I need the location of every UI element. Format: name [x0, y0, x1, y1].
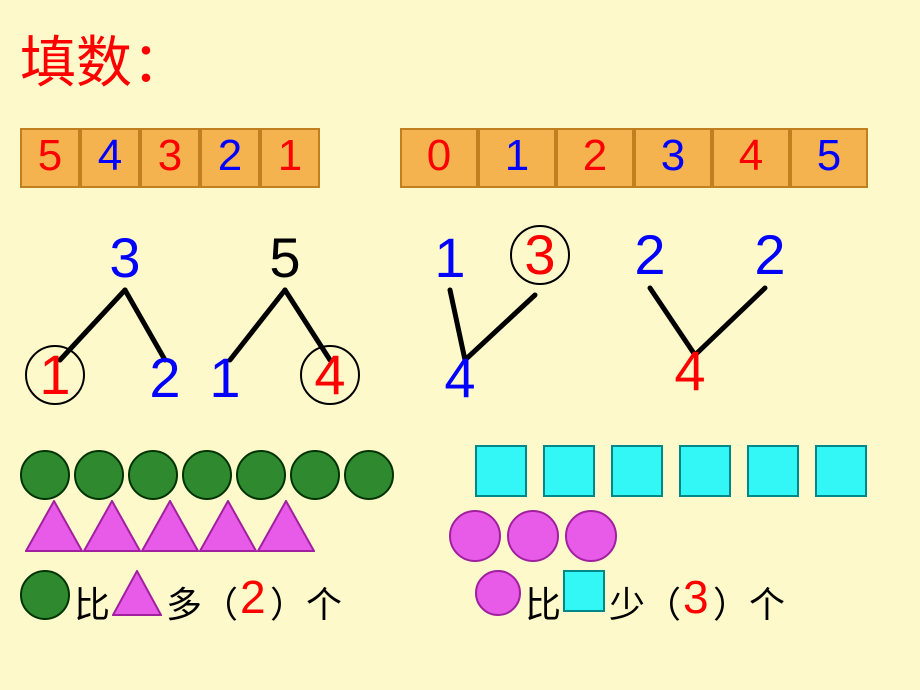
bond-3-bot: 4 [660, 338, 720, 403]
grid-right-cell-3: 3 [634, 128, 712, 188]
cmp-left-row1-1 [74, 450, 124, 500]
cmp-left-row1-6 [344, 450, 394, 500]
cmp-left-row1-2 [128, 450, 178, 500]
bond-2-bot: 4 [430, 345, 490, 410]
cmp-left-sentence-answer: 2 [240, 570, 266, 624]
cmp-right-sentence-answer: 3 [683, 570, 709, 624]
bond-2-tr: 3 [510, 225, 570, 285]
grid-left-cell-1: 4 [80, 128, 140, 188]
bond-3-tl: 2 [620, 222, 680, 287]
cmp-right-row2-0 [449, 510, 501, 562]
grid-right-cell-4: 4 [712, 128, 790, 188]
cmp-left-row1-4 [236, 450, 286, 500]
cmp-right-row2-1 [507, 510, 559, 562]
cmp-left-sentence-text-3: 多（ [166, 576, 238, 628]
cmp-right-row1-3 [679, 445, 731, 497]
cmp-left-row2-1 [83, 500, 141, 552]
bond-0-top: 3 [95, 225, 155, 290]
grid-left-cell-0: 5 [20, 128, 80, 188]
page-title: 填数： [20, 18, 188, 99]
grid-right-cell-2: 2 [556, 128, 634, 188]
bond-0-left: 1 [25, 345, 85, 405]
cmp-left-sentence-text-5: ）个 [270, 576, 342, 628]
cmp-right-sentence-text-3: 少（ [609, 576, 681, 628]
cmp-right-sentence-text-5: ）个 [713, 576, 785, 628]
cmp-right-sentence-shape-0 [475, 570, 521, 616]
grid-right-cell-1: 1 [478, 128, 556, 188]
cmp-left-sentence-shape-0 [20, 570, 70, 620]
cmp-right-row1-2 [611, 445, 663, 497]
cmp-right-row1-4 [747, 445, 799, 497]
slide-stage: 填数：54321012345312514134224比多（2）个比少（3）个 [0, 0, 920, 690]
cmp-right-row1-5 [815, 445, 867, 497]
cmp-left-row2-0 [25, 500, 83, 552]
cmp-left-row2-3 [199, 500, 257, 552]
grid-right-cell-0: 0 [400, 128, 478, 188]
bond-1-right: 4 [300, 345, 360, 405]
cmp-left-row1-3 [182, 450, 232, 500]
bond-1-left: 1 [195, 345, 255, 410]
cmp-left-row2-4 [257, 500, 315, 552]
grid-right-cell-5: 5 [790, 128, 868, 188]
cmp-right-sentence-shape-2 [563, 570, 605, 612]
cmp-left-row1-5 [290, 450, 340, 500]
cmp-left-sentence-text-1: 比 [74, 576, 110, 628]
bond-3-tr: 2 [740, 222, 800, 287]
cmp-right-row2-2 [565, 510, 617, 562]
cmp-right-sentence-text-1: 比 [525, 576, 561, 628]
cmp-left-sentence-shape-2 [112, 570, 162, 616]
bond-2-tl: 1 [420, 225, 480, 290]
bond-0-right: 2 [135, 345, 195, 410]
bond-1-top: 5 [255, 225, 315, 290]
cmp-left-row2-2 [141, 500, 199, 552]
grid-left-cell-4: 1 [260, 128, 320, 188]
cmp-left-row1-0 [20, 450, 70, 500]
cmp-right-row1-1 [543, 445, 595, 497]
grid-left-cell-3: 2 [200, 128, 260, 188]
cmp-right-row1-0 [475, 445, 527, 497]
grid-left-cell-2: 3 [140, 128, 200, 188]
